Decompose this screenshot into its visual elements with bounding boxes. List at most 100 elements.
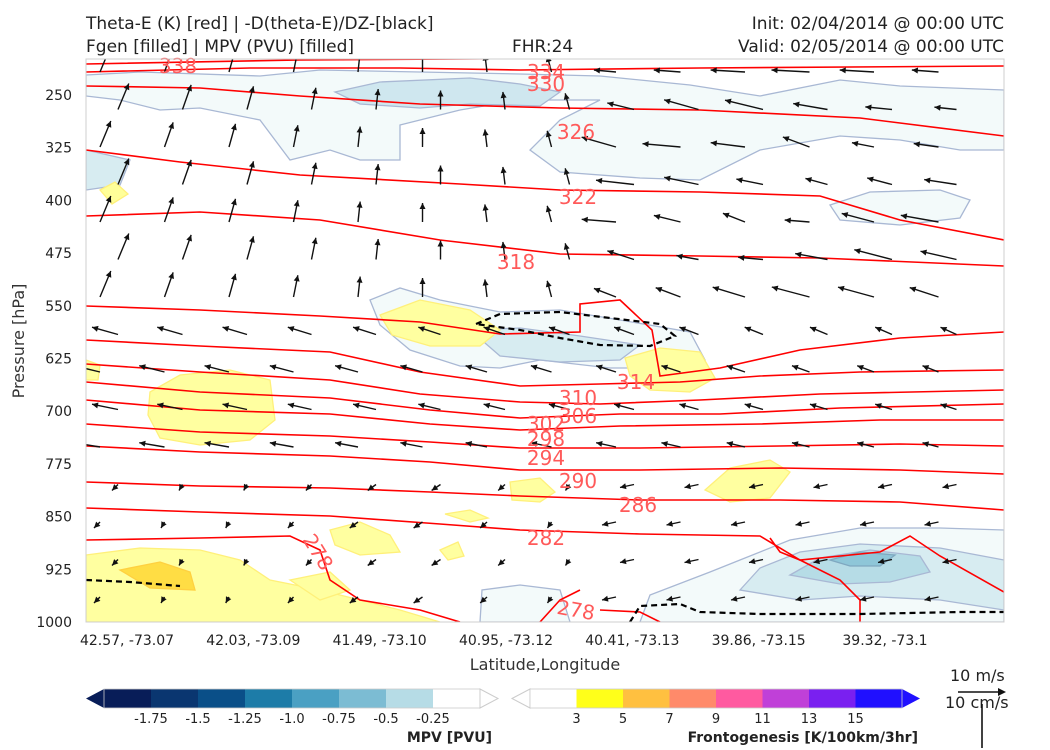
wind-vector-head (186, 234, 192, 242)
frontogenesis-colorbar: 3 5 7 9 11 13 15 (510, 688, 920, 727)
wind-vector-head (726, 441, 734, 447)
wind-vector-head (482, 279, 489, 286)
wind-vector-head (793, 101, 800, 108)
wind-vector-head (934, 104, 941, 111)
theta-e-label: 330 (527, 72, 565, 96)
wind-vector-head (293, 275, 300, 282)
wind-vector-head (563, 243, 570, 250)
wind-vector-head (139, 440, 146, 447)
wind-vector-head (565, 483, 572, 491)
wind-vector-head (400, 440, 407, 447)
wind-vector-head (356, 276, 363, 283)
wind-vector-head (225, 596, 232, 603)
wind-vector-head (744, 326, 752, 333)
mpv-colorbar-tick: -0.25 (416, 712, 450, 727)
valid-time: Valid: 02/05/2014 @ 00:00 UTC (738, 37, 1004, 57)
colorbar-bin (245, 689, 292, 708)
wind-vector-head (614, 326, 621, 333)
wind-vector (228, 59, 234, 73)
init-time: Init: 02/04/2014 @ 00:00 UTC (751, 14, 1004, 34)
wind-vector (99, 59, 107, 73)
wind-vector-head (168, 272, 174, 280)
theta-e-contour (86, 211, 1004, 267)
wind-vector-head (839, 67, 846, 74)
wind-vector-head (179, 483, 185, 491)
wind-vector (357, 59, 361, 73)
wind-vector-head (581, 216, 588, 223)
wind-vector-head (106, 46, 112, 53)
wind-vector-head (738, 254, 745, 261)
wind-vector-head (545, 130, 552, 138)
wind-vector-head (911, 67, 919, 74)
wind-vector (854, 249, 893, 261)
wind-vector-head (465, 440, 473, 447)
y-tick-label: 850 (45, 510, 72, 526)
wind-vector-head (498, 559, 505, 566)
wind-vector-head (581, 135, 589, 142)
wind-vector-head (593, 287, 601, 294)
wind-vector-head (311, 87, 318, 95)
wind-vector-head (731, 595, 738, 602)
wind-vector-head (269, 440, 277, 447)
wind-vector-head (105, 271, 112, 278)
wind-vector-head (809, 403, 817, 409)
wind-vector-head (437, 165, 444, 172)
wind-vector-head (500, 166, 507, 174)
mpv-region (828, 189, 971, 226)
wind-vector-head (74, 441, 80, 447)
x-tick-label: 42.57, -73.07 (80, 633, 174, 649)
y-tick-label: 550 (45, 299, 72, 315)
wind-vector-head (243, 558, 250, 566)
wind-vector-head (653, 67, 661, 74)
wind-vector-head (664, 98, 671, 105)
wind-vector-head (418, 402, 425, 409)
wind-vector-head (157, 325, 164, 332)
fgen-region (118, 561, 196, 591)
wind-vector-head (593, 67, 601, 74)
wind-vector-head (920, 249, 928, 256)
wind-vector-head (419, 278, 426, 285)
wind-vector-head (837, 285, 845, 292)
y-axis: 250 325 400 475 550 625 700 775 850 925 1000 (36, 88, 72, 631)
y-tick-label: 325 (45, 141, 72, 157)
wind-vector-head (749, 483, 756, 490)
wind-vector (771, 286, 810, 298)
filled-contours (86, 69, 1004, 622)
wind-vector-head (482, 204, 489, 211)
y-tick-label: 625 (45, 352, 72, 368)
mpv-colorbar: -1.75 -1.5 -1.25 -1.0 -0.75 -0.5 -0.25 (86, 688, 500, 727)
theta-e-contour (539, 589, 581, 622)
mpv-colorbar-tick: -0.5 (373, 712, 398, 727)
vector-key-horizontal-arrowhead (998, 688, 1006, 696)
wind-vector-head (782, 136, 790, 142)
wind-vector-head (736, 177, 743, 184)
theta-e-contour (86, 363, 1004, 405)
y-tick-label: 1000 (36, 615, 72, 631)
wind-vector-head (287, 402, 295, 409)
wind-vector-head (269, 364, 277, 371)
wind-vector-head (335, 364, 342, 371)
theta-e-contour (599, 609, 661, 622)
y-tick-label: 250 (45, 88, 72, 104)
theta-e-contour (86, 149, 1004, 241)
x-tick-label: 39.32, -73.1 (842, 633, 927, 649)
wind-vector-head (666, 520, 673, 527)
theta-e-contour (86, 399, 1004, 431)
mpv-colorbar-tick: -1.75 (134, 712, 168, 727)
wind-vector-head (795, 520, 802, 527)
stability-contour (475, 310, 678, 348)
wind-vector-head (139, 364, 146, 371)
wind-vector-head (367, 559, 375, 566)
wind-vector-head (922, 365, 930, 371)
colorbar-bin (151, 689, 198, 708)
wind-vector-head (356, 126, 363, 133)
wind-vector-head (722, 212, 730, 219)
wind-vector-head (712, 286, 720, 292)
wind-vector-head (596, 441, 603, 447)
wind-vector-head (353, 326, 360, 332)
theta-e-contour (86, 65, 1004, 73)
wind-vectors (74, 46, 957, 604)
wind-vector-head (294, 50, 300, 56)
